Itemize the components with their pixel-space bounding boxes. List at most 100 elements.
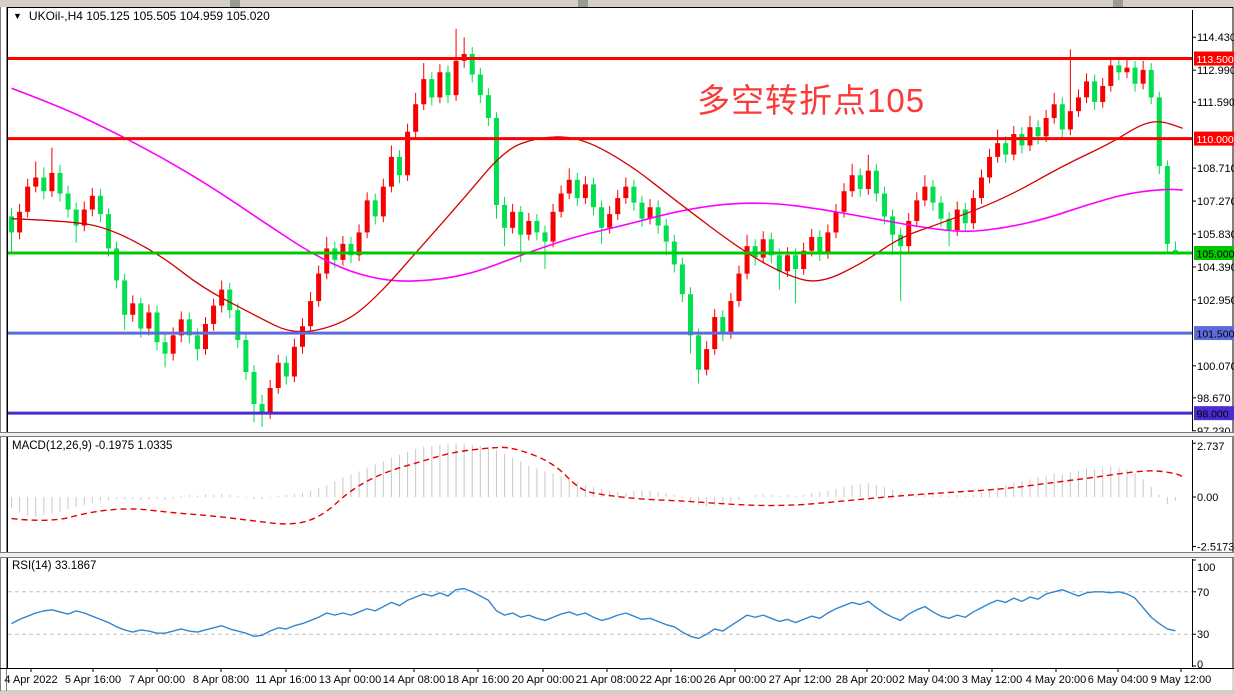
candle-body [299,326,305,347]
time-tick-label: 14 Apr 08:00 [383,674,445,686]
candle-body [890,216,896,235]
candle-body [413,104,419,132]
candle-body [736,273,742,302]
candle-body [857,175,863,189]
candle-body [760,239,766,258]
macd-indicator-label: MACD(12,26,9) -0.1975 1.0335 [12,440,173,452]
candle-body [663,225,669,242]
symbol-title: ▼ UKOil-,H4 105.125 105.505 104.959 105.… [13,9,270,23]
time-tick-label: 18 Apr 16:00 [447,674,509,686]
macd-tick-label: 2.737 [1197,441,1225,453]
rsi-indicator-label: RSI(14) 33.1867 [12,560,97,572]
candle-body [566,179,572,194]
candle-body [89,195,95,210]
candle-body [33,177,39,187]
price-badge-label: 98.000 [1197,409,1229,421]
candle-body [542,232,548,242]
macd-tick-label: 0.00 [1197,492,1218,504]
candle-body [1116,65,1122,73]
candle-body [1164,166,1170,244]
candle-body [477,74,483,96]
candle-body [81,209,87,226]
candle-body [1043,118,1049,137]
candle-body [396,156,402,176]
candle-body [526,220,532,235]
candle-body [1156,97,1162,167]
candle-body [445,72,451,96]
candle-body [809,236,815,251]
candle-body [1140,69,1146,84]
time-tick-label: 3 May 12:00 [962,674,1023,686]
time-tick-label: 6 May 04:00 [1088,674,1149,686]
rsi-tick-label: 0 [1197,659,1203,671]
time-tick-label: 4 May 20:00 [1026,674,1087,686]
candle-body [631,186,637,203]
panel-splitter[interactable] [0,552,1234,558]
price-badge-label: 105.000 [1197,249,1234,261]
price-tick-label: 100.070 [1197,361,1234,373]
window-tab-notch [230,0,240,7]
candle-body [962,209,968,224]
price-badge [1194,51,1234,66]
candle-body [65,193,71,210]
candle-body [946,218,952,231]
candle-body [768,239,774,256]
price-tick-label: 108.710 [1197,163,1234,175]
time-tick-label: 13 Apr 00:00 [319,674,381,686]
candle-body [453,60,459,96]
price-badge [1194,131,1234,146]
candle-body [995,143,1001,157]
chevron-down-icon[interactable]: ▼ [13,10,22,21]
candle-body [235,310,241,340]
candle-body [639,202,645,219]
candle-body [833,211,839,233]
candle-body [599,207,605,228]
candle-body [170,335,176,354]
candle-body [817,236,823,253]
candle-body [776,255,782,272]
candle-body [105,214,111,249]
candle-body [1051,104,1057,119]
panel-splitter[interactable] [0,432,1234,437]
candle-body [97,195,103,215]
candle-body [114,248,120,281]
candle-body [275,362,281,388]
macd-histogram [11,443,1176,517]
candle-body [1172,250,1178,253]
rsi-line [11,587,1176,640]
price-tick-label: 98.670 [1197,393,1231,405]
time-axis[interactable]: 4 Apr 2022 5 Apr 16:00 7 Apr 00:00 8 Apr 08… [0,668,1234,687]
candle-body [194,335,200,350]
ma-fast-line [11,121,1183,333]
candle-body [154,312,160,343]
candle-body [291,346,297,377]
candle-body [954,209,960,231]
candle-body [615,198,621,215]
candle-body [914,200,920,221]
candle-body [534,220,540,233]
candle-body [728,301,734,334]
price-badge-label: 113.500 [1197,54,1234,66]
candle-body [211,305,217,324]
candle-body [17,211,23,233]
time-tick-label: 20 Apr 00:00 [512,674,574,686]
time-tick-label: 21 Apr 08:00 [576,674,638,686]
time-tick-label: 26 Apr 00:00 [704,674,766,686]
candle-body [801,250,807,270]
candle-body [485,95,491,119]
candle-body [243,339,249,372]
candle-body [122,280,128,315]
candle-body [259,404,265,414]
time-tick-label: 11 Apr 16:00 [255,674,317,686]
candle-body [227,289,233,311]
candle-body [1084,81,1090,98]
candle-body [510,211,516,228]
candle-body [898,234,904,247]
horizontal-level-lines [8,57,1192,415]
candle-body [469,53,475,75]
chart-annotation-text: 多空转折点105 [697,82,926,119]
candle-body [372,200,378,217]
candle-body [679,264,685,295]
